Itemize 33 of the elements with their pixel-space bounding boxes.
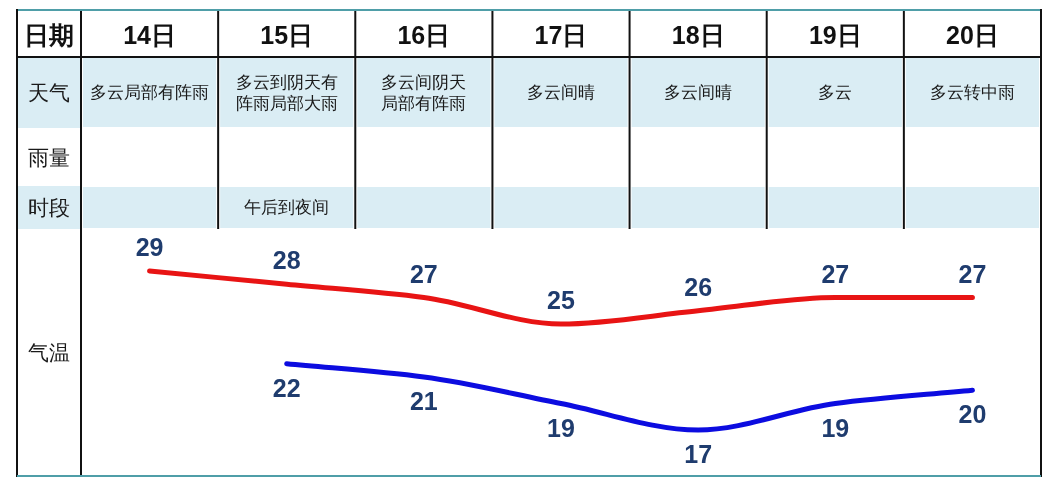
x-tick-label: 15日 xyxy=(260,20,314,49)
data-label: 27 xyxy=(958,259,987,288)
y-axis-title: 气温 xyxy=(28,341,70,364)
data-label: 26 xyxy=(684,272,713,301)
data-label: 19 xyxy=(547,413,575,442)
row-label: 天气 xyxy=(28,81,70,104)
data-label: 28 xyxy=(272,246,301,275)
cell-label: 多云转中雨 xyxy=(929,83,1015,102)
cell-label: 多云局部有阵雨 xyxy=(90,83,210,102)
data-label: 29 xyxy=(135,233,164,261)
x-tick-label: 20日 xyxy=(946,20,999,49)
x-tick-label: 18日 xyxy=(671,20,725,49)
data-label: 20 xyxy=(958,400,987,429)
row-label: 雨量 xyxy=(28,145,70,169)
cell-label: 多云间晴 xyxy=(527,83,595,102)
x-tick-label: 19日 xyxy=(808,20,862,49)
cell-label: 多云间阴天局部有阵雨 xyxy=(381,72,467,113)
row-label: 时段 xyxy=(28,196,70,219)
data-label: 25 xyxy=(547,286,575,314)
data-label: 17 xyxy=(684,440,713,468)
x-tick-label: 14日 xyxy=(123,20,176,49)
x-tick-label: 17日 xyxy=(534,20,588,49)
data-label: 21 xyxy=(409,387,438,415)
data-label: 22 xyxy=(272,373,301,402)
data-label: 27 xyxy=(409,259,438,288)
cell-label: 多云到阴天有阵雨局部大雨 xyxy=(235,72,338,113)
data-label: 27 xyxy=(821,259,850,288)
x-tick-label: 16日 xyxy=(397,20,451,49)
cell-label: 多云间晴 xyxy=(664,83,733,102)
cell-label: 多云 xyxy=(818,83,853,102)
cell-label: 午后到夜间 xyxy=(244,198,330,217)
x-axis-title: 日期 xyxy=(24,20,74,49)
data-label: 19 xyxy=(821,413,850,442)
